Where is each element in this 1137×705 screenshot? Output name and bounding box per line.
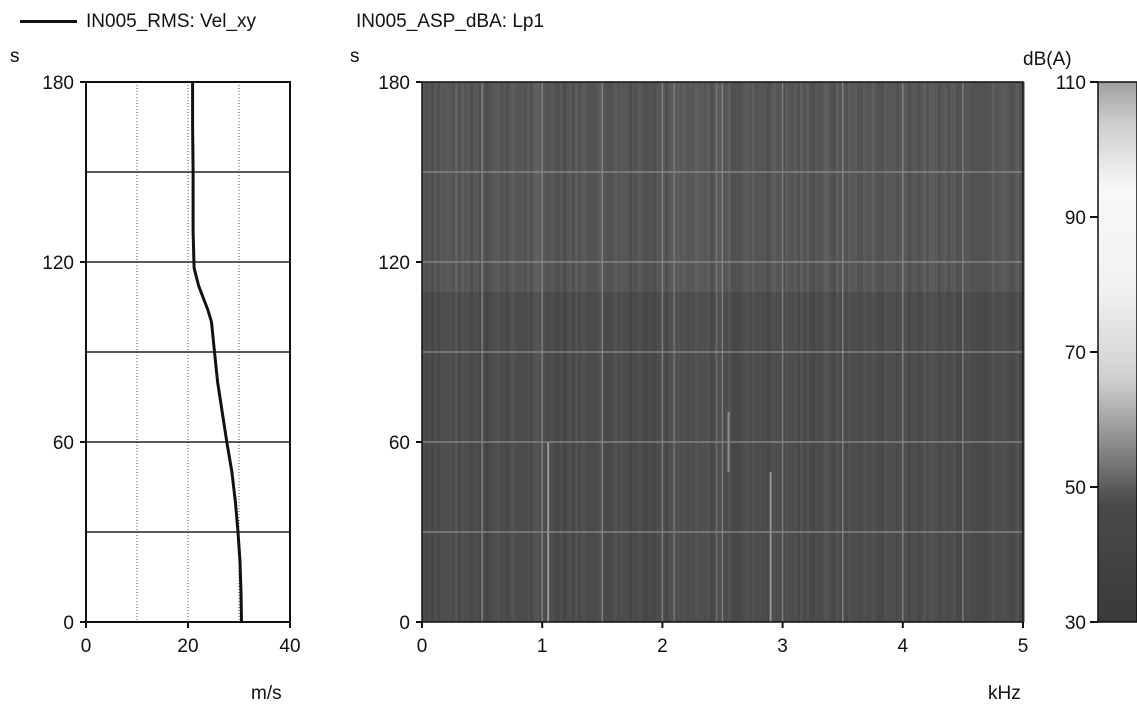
right-x-tick-label: 1 [537, 636, 548, 657]
right-y-tick-label: 60 [389, 433, 410, 454]
colorbar-unit-label: dB(A) [1023, 49, 1072, 70]
right-x-axis-label: kHz [988, 683, 1021, 704]
legend-left-series: IN005_RMS: Vel_xy [86, 11, 257, 32]
left-y-axis-label: s [10, 46, 20, 67]
right-y-tick-label: 180 [378, 73, 410, 94]
left-x-tick-label: 40 [279, 636, 300, 657]
left-x-axis-label: m/s [251, 683, 282, 704]
right-y-axis-label: s [350, 46, 360, 67]
right-x-tick-label: 4 [898, 636, 909, 657]
legend-line-swatch [20, 20, 77, 23]
left-y-tick-label: 60 [53, 433, 74, 454]
left-y-tick-label: 180 [42, 73, 74, 94]
left-y-tick-label: 120 [42, 253, 74, 274]
right-x-tick-label: 5 [1018, 636, 1029, 657]
colorbar-tick-label: 70 [1065, 343, 1086, 364]
right-y-tick-label: 120 [378, 253, 410, 274]
colorbar-tick-label: 50 [1065, 478, 1086, 499]
legend-right-series: IN005_ASP_dBA: Lp1 [356, 11, 545, 32]
spectrogram-frame [421, 81, 1024, 623]
right-y-tick-label: 0 [399, 613, 410, 634]
right-x-tick-label: 2 [657, 636, 668, 657]
left-x-tick-label: 20 [177, 636, 198, 657]
right-x-tick-label: 3 [777, 636, 788, 657]
right-x-tick-label: 0 [417, 636, 428, 657]
left-x-tick-label: 0 [81, 636, 92, 657]
colorbar-scale [1097, 81, 1137, 623]
colorbar-tick-label: 90 [1065, 208, 1086, 229]
colorbar-tick-label: 30 [1065, 613, 1086, 634]
colorbar-tick-label: 110 [1056, 73, 1086, 94]
left-y-tick-label: 0 [63, 613, 74, 634]
series-line-vel-xy [191, 82, 243, 623]
